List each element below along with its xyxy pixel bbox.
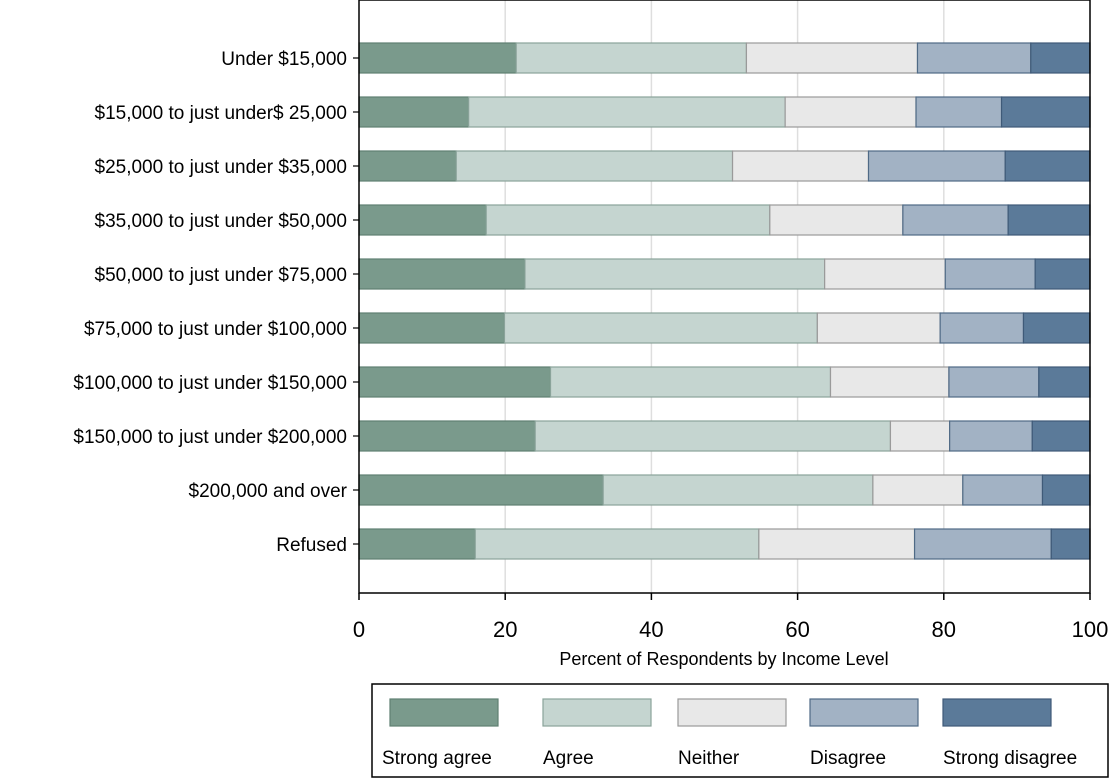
bar-segment (1022, 312, 1091, 344)
category-label: $25,000 to just under $35,000 (95, 157, 347, 178)
legend-label: Strong disagree (943, 748, 1077, 769)
x-tick-label: 20 (493, 617, 517, 642)
bar-segment (902, 204, 1009, 236)
bar-segment (944, 258, 1036, 290)
x-tick-label: 60 (785, 617, 809, 642)
bar-segment (915, 96, 1003, 128)
legend-label: Disagree (810, 748, 886, 769)
bar-segment (602, 474, 874, 506)
bar-segment (358, 474, 604, 506)
bar-segment (1050, 528, 1091, 560)
bar-segment (358, 312, 506, 344)
bar-segment (485, 204, 771, 236)
bar-segment (468, 96, 786, 128)
bar-segment (358, 528, 476, 560)
bar-segment (549, 366, 832, 398)
x-axis-ticks: 0 20 40 60 80 100 (353, 593, 1108, 642)
bar-segment (1034, 258, 1091, 290)
bar-segment (916, 42, 1032, 74)
bar-segment (358, 366, 552, 398)
bars (358, 42, 1091, 560)
bar-segment (455, 150, 734, 182)
bar-segment (745, 42, 919, 74)
legend: Strong agree Agree Neither Disagree Strong d… (371, 683, 1109, 778)
bar-segment (1031, 420, 1091, 452)
bar-segment (1038, 366, 1091, 398)
bar-segment (949, 420, 1033, 452)
x-tick-label: 80 (932, 617, 956, 642)
bar-segment (731, 150, 870, 182)
bar-segment (358, 150, 457, 182)
bar-segment (872, 474, 964, 506)
bar-segment (524, 258, 826, 290)
bar-segment (824, 258, 946, 290)
legend-label: Agree (543, 748, 594, 769)
bar-segment (758, 528, 916, 560)
bar-segment (829, 366, 950, 398)
bar-segment (784, 96, 917, 128)
legend-swatch (809, 698, 919, 727)
bar-segment (948, 366, 1040, 398)
legend-swatch (389, 698, 499, 727)
bar-segment (358, 420, 536, 452)
x-tick-label: 100 (1072, 617, 1109, 642)
bar-segment (474, 528, 760, 560)
category-label: $35,000 to just under $50,000 (95, 211, 347, 232)
category-label: $150,000 to just under $200,000 (73, 427, 347, 448)
bar-segment (358, 96, 470, 128)
bar-segment (358, 42, 517, 74)
bar-segment (534, 420, 892, 452)
bar-segment (1000, 96, 1091, 128)
legend-swatch (542, 698, 652, 727)
category-label: $200,000 and over (189, 481, 348, 502)
bar-segment (1007, 204, 1091, 236)
legend-swatch (942, 698, 1052, 727)
bar-segment (515, 42, 748, 74)
x-tick-label: 0 (353, 617, 365, 642)
legend-label: Neither (678, 748, 740, 769)
bar-segment (358, 204, 487, 236)
category-label: Under $15,000 (221, 49, 347, 70)
bar-segment (1041, 474, 1091, 506)
x-tick-label: 40 (639, 617, 663, 642)
bar-segment (503, 312, 818, 344)
category-label: $100,000 to just under $150,000 (73, 373, 347, 394)
category-label: Refused (276, 535, 347, 556)
bar-segment (939, 312, 1025, 344)
bar-segment (769, 204, 904, 236)
bar-segment (816, 312, 941, 344)
bar-segment (913, 528, 1052, 560)
category-label: $75,000 to just under $100,000 (84, 319, 347, 340)
plot-frame (358, 0, 1091, 594)
legend-label: Strong agree (382, 748, 492, 769)
bar-segment (867, 150, 1006, 182)
bar-segment (889, 420, 951, 452)
bar-segment (1004, 150, 1091, 182)
bar-segment (1030, 42, 1091, 74)
category-labels: Under $15,000 $15,000 to just under$ 25,0… (73, 49, 359, 556)
x-axis-title: Percent of Respondents by Income Level (559, 649, 888, 669)
category-label: $50,000 to just under $75,000 (95, 265, 347, 286)
bar-segment (962, 474, 1044, 506)
bar-segment (358, 258, 526, 290)
legend-swatch (677, 698, 787, 727)
category-label: $15,000 to just under$ 25,000 (95, 103, 347, 124)
